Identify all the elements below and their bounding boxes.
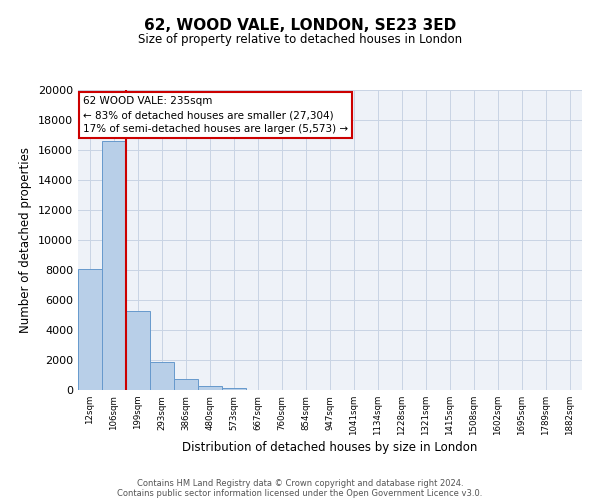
Bar [174,379,198,390]
Bar [102,141,126,390]
Text: Contains HM Land Registry data © Crown copyright and database right 2024.: Contains HM Land Registry data © Crown c… [137,478,463,488]
Y-axis label: Number of detached properties: Number of detached properties [19,147,32,333]
X-axis label: Distribution of detached houses by size in London: Distribution of detached houses by size … [182,441,478,454]
Bar [222,388,246,390]
Bar [150,362,174,390]
Bar [126,310,150,390]
Text: 62 WOOD VALE: 235sqm
← 83% of detached houses are smaller (27,304)
17% of semi-d: 62 WOOD VALE: 235sqm ← 83% of detached h… [83,96,348,134]
Text: Size of property relative to detached houses in London: Size of property relative to detached ho… [138,32,462,46]
Bar [78,268,102,390]
Text: Contains public sector information licensed under the Open Government Licence v3: Contains public sector information licen… [118,488,482,498]
Bar [198,386,222,390]
Text: 62, WOOD VALE, LONDON, SE23 3ED: 62, WOOD VALE, LONDON, SE23 3ED [144,18,456,32]
